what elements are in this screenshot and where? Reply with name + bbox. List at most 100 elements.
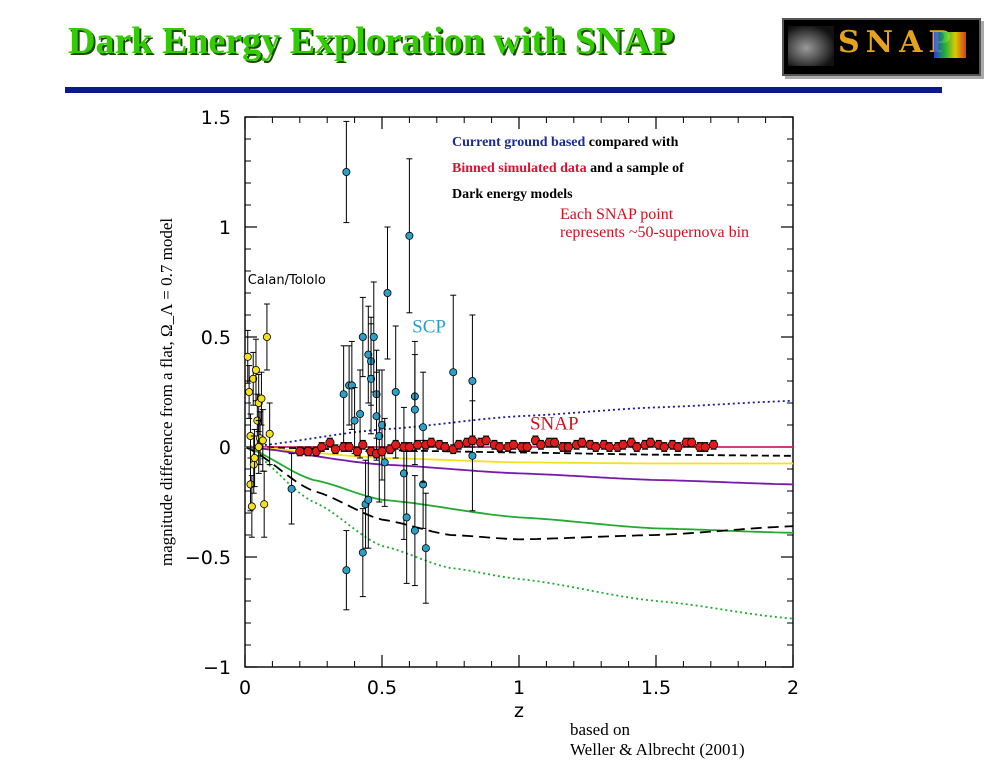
data-point-snap <box>467 435 478 445</box>
snap-logo: SNAP <box>782 18 981 76</box>
y-tick-label: 1.5 <box>201 107 231 129</box>
note-line-3: Dark energy models <box>452 182 782 208</box>
y-axis-label: magnitude difference from a flat, Ω_Λ = … <box>157 218 176 566</box>
data-point-snap <box>673 442 683 452</box>
spectrum-graphic <box>934 32 966 58</box>
data-point-scp <box>287 484 296 493</box>
data-point-scp <box>364 350 373 359</box>
data-point-snap <box>454 440 464 450</box>
note-line-2: Binned simulated data and a sample of <box>452 156 782 182</box>
data-point-scp <box>339 390 348 399</box>
data-point-scp <box>356 409 365 418</box>
data-point-scp <box>358 548 367 557</box>
data-point-snap <box>358 440 368 450</box>
data-point-scp <box>421 544 430 553</box>
data-point-scp <box>410 405 419 414</box>
data-point-calan-tololo <box>247 502 256 511</box>
data-point-calan-tololo <box>251 365 260 374</box>
data-point-snap <box>377 446 387 456</box>
data-point-snap <box>604 442 615 452</box>
note-models: Dark energy models <box>452 187 573 202</box>
data-point-snap <box>295 446 305 456</box>
x-tick-label: 1.5 <box>641 677 671 699</box>
data-point-scp <box>377 420 386 429</box>
y-tick-label: 0 <box>219 437 231 459</box>
data-point-scp <box>405 231 414 240</box>
data-point-snap <box>413 440 423 450</box>
data-point-calan-tololo <box>265 429 274 438</box>
citation-line-1: based on <box>570 720 630 739</box>
data-point-scp <box>399 469 408 478</box>
data-point-scp <box>410 526 419 535</box>
data-point-snap <box>700 442 710 452</box>
data-point-calan-tololo <box>262 332 271 341</box>
data-point-snap <box>352 446 362 456</box>
y-tick-label: −1 <box>203 657 231 679</box>
data-point-scp <box>375 431 384 440</box>
data-point-scp <box>350 416 359 425</box>
data-point-calan-tololo <box>260 500 269 509</box>
data-point-snap <box>426 437 436 448</box>
data-point-calan-tololo <box>249 460 258 469</box>
data-point-snap <box>522 442 532 452</box>
data-point-snap <box>481 435 491 445</box>
data-point-scp <box>342 168 351 177</box>
data-point-snap <box>550 437 560 448</box>
model-curve <box>244 446 793 465</box>
data-point-snap <box>659 442 669 452</box>
data-point-snap <box>404 442 414 452</box>
data-point-snap <box>495 442 505 452</box>
data-point-scp <box>369 332 378 341</box>
galaxy-image <box>788 26 834 66</box>
data-point-calan-tololo <box>257 394 266 403</box>
snap-note-line-1: Each SNAP point <box>560 206 674 223</box>
title-divider <box>65 87 942 93</box>
data-point-snap <box>325 437 335 448</box>
note-line-1: Current ground based compared with <box>452 130 782 156</box>
x-tick-label: 0 <box>239 677 251 699</box>
x-axis-label: z <box>514 700 524 722</box>
chart-note: Current ground based compared with Binne… <box>452 130 782 208</box>
data-point-snap <box>344 442 354 452</box>
data-point-snap <box>687 437 697 448</box>
y-tick-label: −0.5 <box>185 547 231 569</box>
data-point-scp <box>364 495 373 504</box>
data-point-scp <box>380 458 389 467</box>
data-point-scp <box>391 387 400 396</box>
data-point-snap <box>618 440 628 450</box>
x-tick-label: 1 <box>513 677 525 699</box>
data-point-snap <box>330 444 341 454</box>
data-point-snap <box>577 437 587 448</box>
data-point-snap <box>303 446 313 456</box>
data-point-calan-tololo <box>249 374 258 383</box>
data-point-scp <box>342 566 351 575</box>
model-curve <box>244 446 794 541</box>
data-point-scp <box>402 513 411 522</box>
data-point-calan-tololo <box>250 453 259 462</box>
data-point-snap <box>591 442 601 452</box>
slide-title: Dark Energy Exploration with SNAP <box>68 20 674 62</box>
note-sample: and a sample of <box>586 161 684 176</box>
data-point-snap <box>391 440 401 450</box>
data-point-snap <box>645 437 656 448</box>
data-point-scp <box>358 332 367 341</box>
data-point-scp <box>372 412 381 421</box>
note-ground-based: Current ground based <box>452 135 586 150</box>
data-point-snap <box>440 442 450 452</box>
y-tick-label: 1 <box>219 217 231 239</box>
logo-text: SNAP <box>838 25 957 60</box>
snap-bin-note: Each SNAP point represents ~50-supernova… <box>560 206 749 242</box>
annotation-scp: SCP <box>412 317 446 338</box>
data-point-scp <box>449 368 458 377</box>
model-curve <box>244 446 794 620</box>
hubble-residual-chart: 0 0.5 1 1.5 2 −1 −0.5 0 0.5 1 1.5 z magnitude differ… <box>157 107 799 722</box>
model-curve <box>244 446 794 486</box>
data-point-scp <box>468 451 477 460</box>
data-point-snap <box>632 442 642 452</box>
y-tick-label: 0.5 <box>201 327 231 349</box>
annotation-snap: SNAP <box>530 413 579 434</box>
data-point-calan-tololo <box>245 387 254 396</box>
data-point-snap <box>563 442 573 452</box>
citation: based on Weller & Albrecht (2001) <box>570 720 745 760</box>
citation-line-2: Weller & Albrecht (2001) <box>570 740 745 759</box>
